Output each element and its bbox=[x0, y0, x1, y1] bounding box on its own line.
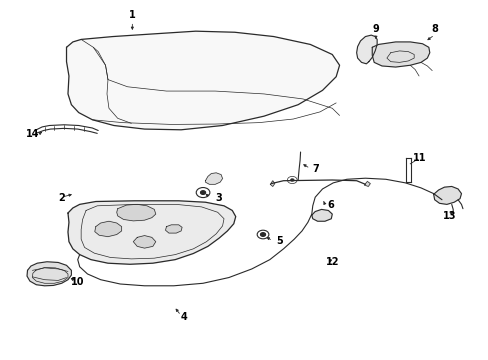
Text: 11: 11 bbox=[412, 153, 426, 163]
Text: 10: 10 bbox=[71, 277, 85, 287]
Polygon shape bbox=[68, 201, 235, 264]
Text: 1: 1 bbox=[129, 10, 136, 21]
Polygon shape bbox=[66, 31, 339, 130]
Text: 14: 14 bbox=[25, 129, 39, 139]
Polygon shape bbox=[270, 181, 274, 186]
Polygon shape bbox=[205, 173, 222, 184]
Polygon shape bbox=[364, 181, 369, 186]
Text: 2: 2 bbox=[58, 193, 65, 203]
Text: 7: 7 bbox=[312, 164, 319, 174]
Text: 8: 8 bbox=[430, 24, 437, 34]
Polygon shape bbox=[433, 186, 461, 204]
Text: 5: 5 bbox=[276, 236, 283, 246]
Polygon shape bbox=[27, 262, 71, 286]
Text: 4: 4 bbox=[181, 312, 187, 322]
Circle shape bbox=[260, 233, 265, 236]
Polygon shape bbox=[311, 210, 331, 221]
Circle shape bbox=[290, 179, 294, 181]
Text: 12: 12 bbox=[325, 257, 338, 267]
Polygon shape bbox=[117, 204, 156, 221]
Text: 9: 9 bbox=[372, 24, 379, 34]
Text: 3: 3 bbox=[215, 193, 222, 203]
Polygon shape bbox=[165, 225, 182, 233]
Polygon shape bbox=[356, 35, 376, 64]
Polygon shape bbox=[95, 221, 122, 237]
Text: 6: 6 bbox=[327, 200, 333, 210]
Text: 13: 13 bbox=[442, 211, 455, 221]
Polygon shape bbox=[371, 42, 429, 67]
Circle shape bbox=[200, 191, 205, 194]
Polygon shape bbox=[133, 235, 156, 248]
